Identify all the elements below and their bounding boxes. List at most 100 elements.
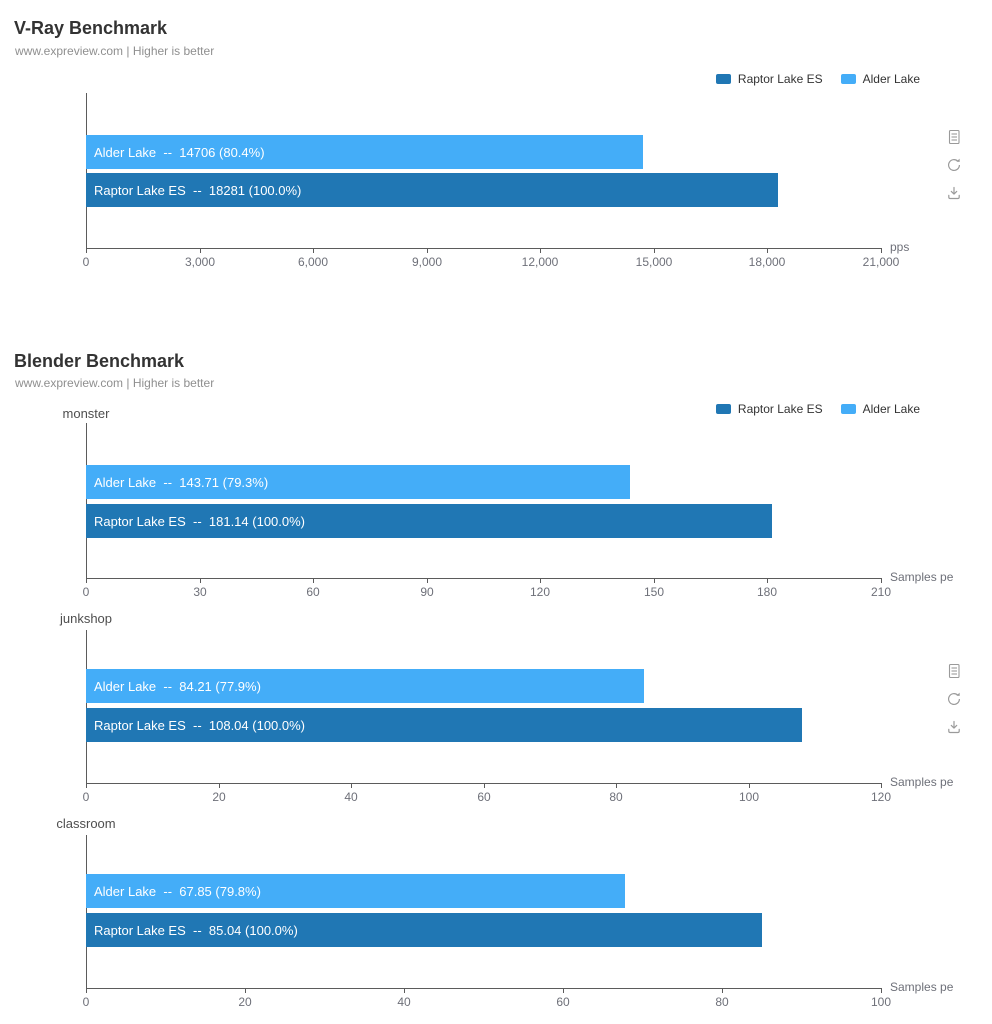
x-tick-label: 0 xyxy=(82,585,90,599)
vray-x-axis-line xyxy=(86,248,882,249)
legend-swatch-alder-lake xyxy=(840,74,856,84)
axis-tick xyxy=(881,988,882,993)
x-tick-label: 120 xyxy=(870,790,892,804)
x-tick-label: 60 xyxy=(477,790,491,804)
legend-label: Raptor Lake ES xyxy=(737,402,823,416)
data-view-icon[interactable] xyxy=(946,663,962,679)
x-tick-label: 150 xyxy=(643,585,665,599)
bar-value-label: Raptor Lake ES -- 108.04 (100.0%) xyxy=(94,717,306,733)
x-tick-label: 0 xyxy=(82,255,90,269)
vray-chart-title: V-Ray Benchmark xyxy=(14,18,168,38)
blender-chart-subtitle: www.expreview.com | Higher is better xyxy=(15,376,215,390)
legend-item-raptor-lake-es[interactable]: Raptor Lake ES xyxy=(715,72,823,86)
x-tick-label: 60 xyxy=(306,585,320,599)
axis-tick xyxy=(881,248,882,253)
bar-raptor-lake-es: Raptor Lake ES -- 85.04 (100.0%) xyxy=(86,913,762,947)
bar-alder-lake: Alder Lake -- 67.85 (79.8%) xyxy=(86,874,625,908)
blender-chart-title: Blender Benchmark xyxy=(14,351,185,371)
bar-value-label: Alder Lake -- 67.85 (79.8%) xyxy=(94,883,261,899)
axis-tick xyxy=(200,248,201,253)
blender-classroom-x-axis-line xyxy=(86,988,882,989)
restore-icon[interactable] xyxy=(946,157,962,173)
bar-alder-lake: Alder Lake -- 143.71 (79.3%) xyxy=(86,465,630,499)
axis-tick xyxy=(427,248,428,253)
data-view-icon[interactable] xyxy=(946,129,962,145)
axis-tick xyxy=(484,783,485,788)
axis-tick xyxy=(563,988,564,993)
x-tick-label: 20 xyxy=(212,790,226,804)
bar-value-label: Raptor Lake ES -- 85.04 (100.0%) xyxy=(94,922,298,938)
axis-tick xyxy=(427,578,428,583)
bar-value-label: Raptor Lake ES -- 18281 (100.0%) xyxy=(94,182,302,198)
axis-tick xyxy=(654,578,655,583)
axis-tick xyxy=(245,988,246,993)
blender-monster-x-axis-name: Samples pe xyxy=(890,570,954,584)
restore-icon[interactable] xyxy=(946,691,962,707)
vray-legend: Raptor Lake ES Alder Lake xyxy=(715,72,920,86)
x-tick-label: 3,000 xyxy=(184,255,216,269)
x-tick-label: 80 xyxy=(609,790,623,804)
axis-tick xyxy=(767,248,768,253)
vray-toolbox xyxy=(946,129,962,201)
legend-swatch-raptor-lake-es xyxy=(715,74,731,84)
axis-tick xyxy=(881,578,882,583)
blender-classroom-category-label: classroom xyxy=(56,816,116,831)
x-tick-label: 30 xyxy=(193,585,207,599)
axis-tick xyxy=(219,783,220,788)
x-tick-label: 0 xyxy=(82,790,90,804)
bar-value-label: Raptor Lake ES -- 181.14 (100.0%) xyxy=(94,513,306,529)
axis-tick xyxy=(86,248,87,253)
x-tick-label: 120 xyxy=(529,585,551,599)
axis-tick xyxy=(404,988,405,993)
x-tick-label: 9,000 xyxy=(411,255,443,269)
x-tick-label: 100 xyxy=(870,995,892,1009)
axis-tick xyxy=(313,578,314,583)
legend-label: Alder Lake xyxy=(862,72,920,86)
x-tick-label: 40 xyxy=(344,790,358,804)
x-tick-label: 18,000 xyxy=(748,255,786,269)
blender-junkshop-category-label: junkshop xyxy=(59,611,113,626)
legend-swatch-raptor-lake-es xyxy=(715,404,731,414)
x-tick-label: 180 xyxy=(756,585,778,599)
legend-item-raptor-lake-es[interactable]: Raptor Lake ES xyxy=(715,402,823,416)
save-as-image-icon[interactable] xyxy=(946,185,962,201)
bar-raptor-lake-es: Raptor Lake ES -- 18281 (100.0%) xyxy=(86,173,778,207)
bar-value-label: Alder Lake -- 143.71 (79.3%) xyxy=(94,474,269,490)
axis-tick xyxy=(86,578,87,583)
axis-tick xyxy=(86,988,87,993)
bar-alder-lake: Alder Lake -- 84.21 (77.9%) xyxy=(86,669,644,703)
axis-tick xyxy=(86,783,87,788)
x-tick-label: 0 xyxy=(82,995,90,1009)
x-tick-label: 15,000 xyxy=(635,255,673,269)
vray-x-axis-name: pps xyxy=(890,240,910,254)
axis-tick xyxy=(351,783,352,788)
x-tick-label: 12,000 xyxy=(521,255,559,269)
legend-label: Raptor Lake ES xyxy=(737,72,823,86)
legend-swatch-alder-lake xyxy=(840,404,856,414)
vray-chart-subtitle: www.expreview.com | Higher is better xyxy=(15,44,215,58)
x-tick-label: 60 xyxy=(556,995,570,1009)
legend-item-alder-lake[interactable]: Alder Lake xyxy=(840,402,920,416)
axis-tick xyxy=(540,578,541,583)
legend-label: Alder Lake xyxy=(862,402,920,416)
legend-item-alder-lake[interactable]: Alder Lake xyxy=(840,72,920,86)
x-tick-label: 6,000 xyxy=(297,255,329,269)
axis-tick xyxy=(540,248,541,253)
axis-tick xyxy=(616,783,617,788)
bar-value-label: Alder Lake -- 14706 (80.4%) xyxy=(94,144,265,160)
x-tick-label: 40 xyxy=(397,995,411,1009)
axis-tick xyxy=(200,578,201,583)
blender-classroom-x-axis-name: Samples pe xyxy=(890,980,954,994)
vray-y-axis-line xyxy=(86,93,87,248)
axis-tick xyxy=(749,783,750,788)
axis-tick xyxy=(722,988,723,993)
blender-legend: Raptor Lake ES Alder Lake xyxy=(715,402,920,416)
blender-junkshop-y-axis-line xyxy=(86,630,87,783)
axis-tick xyxy=(881,783,882,788)
save-as-image-icon[interactable] xyxy=(946,719,962,735)
blender-classroom-y-axis-line xyxy=(86,835,87,988)
bar-value-label: Alder Lake -- 84.21 (77.9%) xyxy=(94,678,261,694)
blender-junkshop-toolbox xyxy=(946,663,962,735)
blender-monster-category-label: monster xyxy=(62,406,110,421)
